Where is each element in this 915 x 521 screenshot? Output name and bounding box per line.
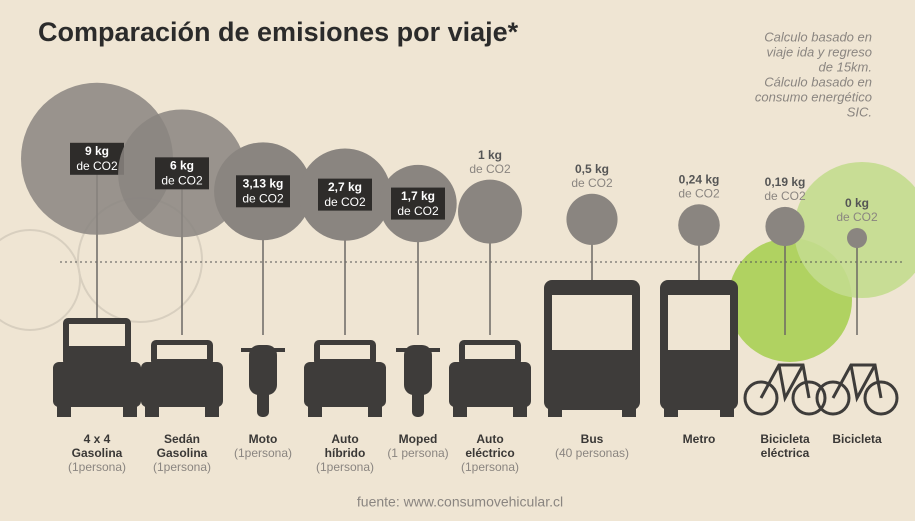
tree	[0, 229, 81, 331]
wheel	[123, 400, 137, 417]
vehicle-window	[157, 345, 207, 359]
category-label: eléctrico	[465, 446, 514, 460]
category-label: Auto	[331, 432, 358, 446]
wheel	[412, 385, 424, 417]
note: viaje ida y regreso	[767, 44, 873, 59]
vehicle-body	[249, 345, 277, 395]
vehicle-body	[53, 362, 141, 407]
wheel	[622, 405, 636, 417]
note: Calculo basado en	[764, 29, 872, 44]
value-label: 3,13 kg	[243, 176, 284, 190]
vehicle-body	[449, 362, 531, 407]
category-label: Sedán	[164, 432, 200, 446]
unit-label: de CO2	[242, 191, 284, 205]
bubble	[847, 228, 867, 248]
vehicle-window	[668, 295, 730, 350]
unit-label: de CO2	[836, 210, 878, 224]
label-box	[70, 142, 124, 175]
value-label: 1,7 kg	[401, 189, 435, 203]
wheel	[308, 400, 322, 417]
category-label: Gasolina	[72, 446, 123, 460]
source: fuente: www.consumovehicular.cl	[357, 494, 563, 510]
category-label: Auto	[476, 432, 503, 446]
label-box	[155, 157, 209, 190]
wheel	[815, 380, 851, 416]
vehicle-body	[141, 362, 223, 407]
wheel	[453, 400, 467, 417]
value-label: 6 kg	[170, 159, 194, 173]
unit-label: de CO2	[469, 162, 511, 176]
occupancy-label: (40 personas)	[555, 446, 629, 460]
value-label: 0,24 kg	[679, 172, 720, 186]
category-label: 4 x 4	[84, 432, 111, 446]
note: consumo energético	[755, 89, 872, 104]
category-label: Bus	[581, 432, 604, 446]
wheel	[257, 385, 269, 417]
bubble	[458, 179, 522, 244]
occupancy-label: (1persona)	[316, 460, 374, 474]
wheel	[368, 400, 382, 417]
category-label: Gasolina	[157, 446, 208, 460]
wheel	[513, 400, 527, 417]
vehicle-body	[304, 362, 386, 407]
value-label: 2,7 kg	[328, 180, 362, 194]
bubble	[566, 193, 618, 245]
wheel	[791, 380, 827, 416]
unit-label: de CO2	[397, 204, 439, 218]
wheel	[145, 400, 159, 417]
unit-label: de CO2	[571, 176, 613, 190]
value-label: 1 kg	[478, 148, 502, 162]
wheel	[548, 405, 562, 417]
value-label: 0,5 kg	[575, 162, 609, 176]
category-label: Moped	[399, 432, 438, 446]
label-box	[236, 175, 290, 208]
category-label: híbrido	[325, 446, 366, 460]
wheel	[743, 380, 779, 416]
wheel	[720, 405, 734, 417]
label-box	[318, 178, 372, 211]
bubble	[678, 204, 720, 246]
wheel	[205, 400, 219, 417]
wheel	[57, 400, 71, 417]
value-label: 0,19 kg	[765, 175, 806, 189]
wheel	[863, 380, 899, 416]
unit-label: de CO2	[764, 189, 806, 203]
vehicle-window	[320, 345, 370, 359]
value-label: 0 kg	[845, 196, 869, 210]
occupancy-label: (1persona)	[461, 460, 519, 474]
occupancy-label: (1persona)	[68, 460, 126, 474]
note: de 15km.	[819, 59, 872, 74]
vehicle-body	[404, 345, 432, 395]
note: Cálculo basado en	[764, 74, 872, 89]
bubble	[765, 206, 805, 247]
unit-label: de CO2	[324, 195, 366, 209]
category-label: Metro	[683, 432, 716, 446]
chart-title: Comparación de emisiones por viaje*	[38, 17, 519, 47]
occupancy-label: (1persona)	[234, 446, 292, 460]
category-label: Bicicleta	[760, 432, 810, 446]
category-label: eléctrica	[761, 446, 810, 460]
frame	[831, 363, 883, 403]
value-label: 9 kg	[85, 144, 109, 158]
note: SIC.	[847, 104, 872, 119]
category-label: Moto	[249, 432, 278, 446]
vehicle-window	[69, 324, 125, 346]
occupancy-label: (1persona)	[153, 460, 211, 474]
unit-label: de CO2	[678, 186, 720, 200]
category-label: Bicicleta	[832, 432, 882, 446]
label-box	[391, 187, 445, 220]
unit-label: de CO2	[161, 174, 203, 188]
occupancy-label: (1 persona)	[387, 446, 448, 460]
frame	[759, 363, 811, 403]
vehicle-window	[465, 345, 515, 359]
wheel	[664, 405, 678, 417]
unit-label: de CO2	[76, 159, 118, 173]
vehicle-window	[552, 295, 632, 350]
